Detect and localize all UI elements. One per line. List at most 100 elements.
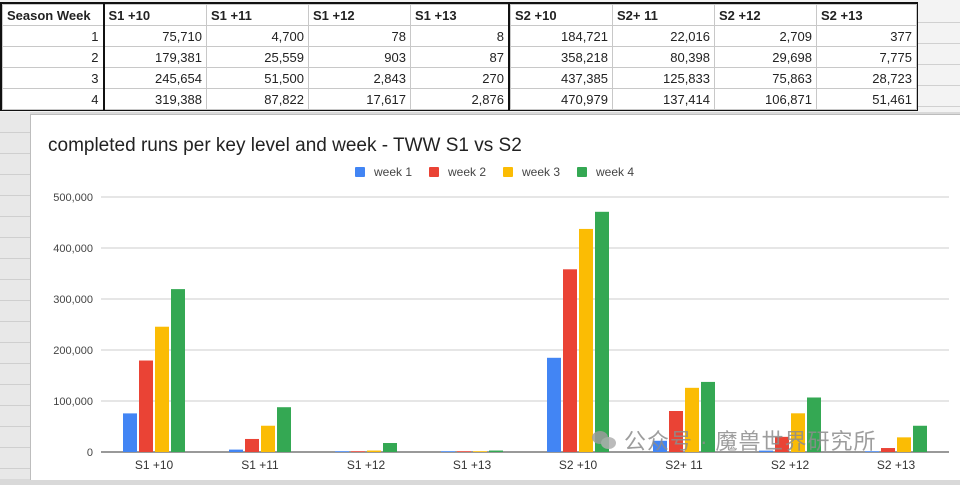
bar-chart: completed runs per key level and week - … <box>30 114 960 480</box>
table-header-cell[interactable]: S2+ 11 <box>612 4 715 26</box>
table-cell[interactable]: 7,775 <box>816 46 917 68</box>
table-row: 470,979 137,414 106,871 51,461 <box>510 88 917 110</box>
table-cell[interactable]: 3 <box>2 67 105 89</box>
bar <box>139 360 153 452</box>
table-cell[interactable]: 8 <box>410 25 509 47</box>
table-cell[interactable]: 78 <box>308 25 411 47</box>
table-cell[interactable]: 87,822 <box>206 88 309 110</box>
y-tick-label: 200,000 <box>53 345 93 357</box>
y-tick-label: 300,000 <box>53 294 93 306</box>
table-row: 2 179,381 25,559 903 87 <box>2 46 509 68</box>
watermark: 公众号 · 魔兽世界研究所 <box>592 424 877 456</box>
legend-label: week 1 <box>373 165 412 179</box>
table-cell[interactable]: 470,979 <box>510 88 613 110</box>
table-row: 4 319,388 87,822 17,617 2,876 <box>2 88 509 110</box>
table-cell[interactable]: 80,398 <box>612 46 715 68</box>
bar <box>171 289 185 452</box>
x-tick-label: S1 +11 <box>241 458 279 472</box>
chart-svg: completed runs per key level and week - … <box>48 135 949 472</box>
table-cell[interactable]: 2,843 <box>308 67 411 89</box>
table-cell[interactable]: 28,723 <box>816 67 917 89</box>
table-cell[interactable]: 17,617 <box>308 88 411 110</box>
bar <box>547 357 561 452</box>
table-cell[interactable]: 2 <box>2 46 105 68</box>
watermark-text: 公众号 · 魔兽世界研究所 <box>624 429 877 454</box>
y-tick-label: 100,000 <box>53 396 93 408</box>
table-cell[interactable]: 358,218 <box>510 46 613 68</box>
bar <box>123 413 137 452</box>
table-header-cell[interactable]: S2 +10 <box>510 4 613 26</box>
table-header-row: Season Week S1 +10 S1 +11 S1 +12 S1 +13 <box>2 4 509 26</box>
table-s1: Season Week S1 +10 S1 +11 S1 +12 S1 +13 1 75,7… <box>2 4 509 110</box>
legend-label: week 2 <box>447 165 486 179</box>
table-cell[interactable]: 270 <box>410 67 509 89</box>
x-tick-label: S2 +10 <box>559 458 598 472</box>
table-cell[interactable]: 87 <box>410 46 509 68</box>
legend-swatch <box>429 167 439 177</box>
table-s2: S2 +10 S2+ 11 S2 +12 S2 +13 184,721 22,016 2,7… <box>510 4 917 110</box>
table-group-s1: Season Week S1 +10 S1 +11 S1 +12 S1 +13 1 75,7… <box>0 2 510 111</box>
bar <box>367 450 381 452</box>
table-cell[interactable]: 125,833 <box>612 67 715 89</box>
bar <box>351 451 365 452</box>
table-cell[interactable]: 245,654 <box>103 67 207 89</box>
x-tick-label: S1 +12 <box>347 458 386 472</box>
x-tick-label: S2+ 11 <box>665 458 703 472</box>
bar <box>335 451 349 452</box>
table-header-cell[interactable]: S2 +12 <box>714 4 817 26</box>
table-cell[interactable]: 29,698 <box>714 46 817 68</box>
table-header-cell[interactable]: S2 +13 <box>816 4 917 26</box>
legend-label: week 4 <box>595 165 634 179</box>
bar <box>807 397 821 452</box>
table-cell[interactable]: 2,876 <box>410 88 509 110</box>
bar <box>653 440 667 452</box>
table-cell[interactable]: 25,559 <box>206 46 309 68</box>
table-cell[interactable]: 106,871 <box>714 88 817 110</box>
bar <box>563 269 577 452</box>
bar <box>913 425 927 452</box>
x-tick-label: S2 +12 <box>771 458 810 472</box>
bar <box>261 425 275 452</box>
table-row: 1 75,710 4,700 78 8 <box>2 25 509 47</box>
table-header-cell[interactable]: S1 +12 <box>308 4 411 26</box>
bar <box>897 437 911 452</box>
bar <box>277 407 291 452</box>
table-header-cell[interactable]: S1 +13 <box>410 4 509 26</box>
bar <box>489 450 503 452</box>
table-row: 358,218 80,398 29,698 7,775 <box>510 46 917 68</box>
table-cell[interactable]: 2,709 <box>714 25 817 47</box>
bar <box>155 326 169 452</box>
bar <box>245 438 259 452</box>
table-cell[interactable]: 903 <box>308 46 411 68</box>
sheet-gutter <box>0 112 30 479</box>
legend-swatch <box>577 167 587 177</box>
x-tick-label: S2 +13 <box>877 458 916 472</box>
table-cell[interactable]: 319,388 <box>103 88 207 110</box>
table-cell[interactable]: 4,700 <box>206 25 309 47</box>
table-cell[interactable]: 51,461 <box>816 88 917 110</box>
bar <box>881 448 895 452</box>
table-cell[interactable]: 75,863 <box>714 67 817 89</box>
table-cell[interactable]: 377 <box>816 25 917 47</box>
bar <box>775 436 789 452</box>
y-tick-label: 0 <box>87 447 93 459</box>
bar <box>701 381 715 452</box>
table-header-cell[interactable]: Season Week <box>2 4 105 26</box>
table-cell[interactable]: 4 <box>2 88 105 110</box>
bar <box>669 410 683 452</box>
bar <box>685 387 699 452</box>
table-cell[interactable]: 22,016 <box>612 25 715 47</box>
bar <box>759 450 773 452</box>
x-tick-label: S1 +13 <box>453 458 492 472</box>
table-cell[interactable]: 75,710 <box>103 25 207 47</box>
table-cell[interactable]: 1 <box>2 25 105 47</box>
table-header-cell[interactable]: S1 +11 <box>206 4 309 26</box>
y-tick-label: 500,000 <box>53 192 93 204</box>
table-cell[interactable]: 137,414 <box>612 88 715 110</box>
table-cell[interactable]: 51,500 <box>206 67 309 89</box>
table-cell[interactable]: 184,721 <box>510 25 613 47</box>
chart-title: completed runs per key level and week - … <box>48 135 522 156</box>
table-cell[interactable]: 179,381 <box>103 46 207 68</box>
table-cell[interactable]: 437,385 <box>510 67 613 89</box>
table-header-cell[interactable]: S1 +10 <box>103 4 207 26</box>
